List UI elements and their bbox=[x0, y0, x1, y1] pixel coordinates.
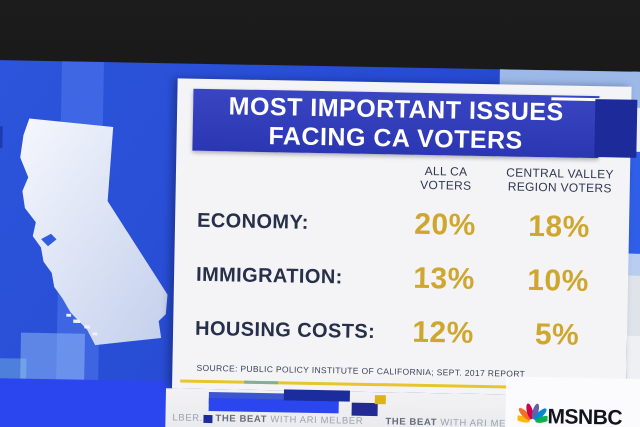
ticker-tail-text: LBER. bbox=[172, 412, 204, 424]
column-header-row: ALL CA VOTERS CENTRAL VALLEY REGION VOTE… bbox=[198, 160, 622, 196]
column-header-central-valley: CENTRAL VALLEY REGION VOTERS bbox=[506, 165, 614, 196]
value-all-ca: 13% bbox=[412, 261, 476, 296]
ticker-bar: LBER. THE BEAT WITH ARI MELBER THE BEAT … bbox=[164, 376, 640, 427]
title-banner: MOST IMPORTANT ISSUES FACING CA VOTERS bbox=[192, 88, 600, 159]
sf-bay-detail bbox=[41, 233, 57, 247]
tv-screen: MOST IMPORTANT ISSUES FACING CA VOTERS A… bbox=[0, 60, 640, 427]
network-bug-panel: LIVE MSNBC bbox=[504, 376, 640, 427]
source-line: SOURCE: PUBLIC POLICY INSTITUTE OF CALIF… bbox=[196, 362, 526, 379]
decorative-block bbox=[374, 395, 386, 405]
stat-row-immigration: IMMIGRATION: 13% 10% bbox=[196, 255, 621, 303]
accent-underline-segment bbox=[244, 380, 279, 385]
decorative-block bbox=[283, 389, 351, 402]
california-map-panel bbox=[0, 60, 182, 427]
value-all-ca: 12% bbox=[411, 315, 475, 350]
nbc-peacock-icon bbox=[517, 403, 548, 423]
stat-row-housing-costs: HOUSING COSTS: 12% 5% bbox=[195, 309, 620, 357]
stat-row-economy: ECONOMY: 20% 18% bbox=[197, 201, 622, 249]
ticker-show-title-1: THE BEAT WITH ARI MELBER bbox=[215, 413, 364, 427]
value-central-valley: 5% bbox=[534, 317, 580, 352]
msnbc-wordmark: MSNBC bbox=[547, 405, 623, 427]
row-label: HOUSING COSTS: bbox=[194, 317, 376, 343]
decorative-block bbox=[594, 99, 638, 158]
stats-card: MOST IMPORTANT ISSUES FACING CA VOTERS A… bbox=[172, 78, 632, 397]
decorative-block bbox=[0, 125, 3, 149]
decorative-block bbox=[351, 402, 378, 417]
california-silhouette-icon bbox=[20, 118, 168, 346]
row-label: IMMIGRATION: bbox=[195, 263, 343, 288]
decorative-block bbox=[203, 414, 213, 424]
value-central-valley: 18% bbox=[527, 209, 591, 244]
value-all-ca: 20% bbox=[413, 207, 477, 242]
row-label: ECONOMY: bbox=[196, 209, 309, 234]
decorative-block bbox=[0, 377, 169, 427]
column-header-all-ca: ALL CA VOTERS bbox=[420, 163, 472, 193]
value-central-valley: 10% bbox=[526, 263, 590, 298]
accent-underline bbox=[180, 379, 526, 389]
